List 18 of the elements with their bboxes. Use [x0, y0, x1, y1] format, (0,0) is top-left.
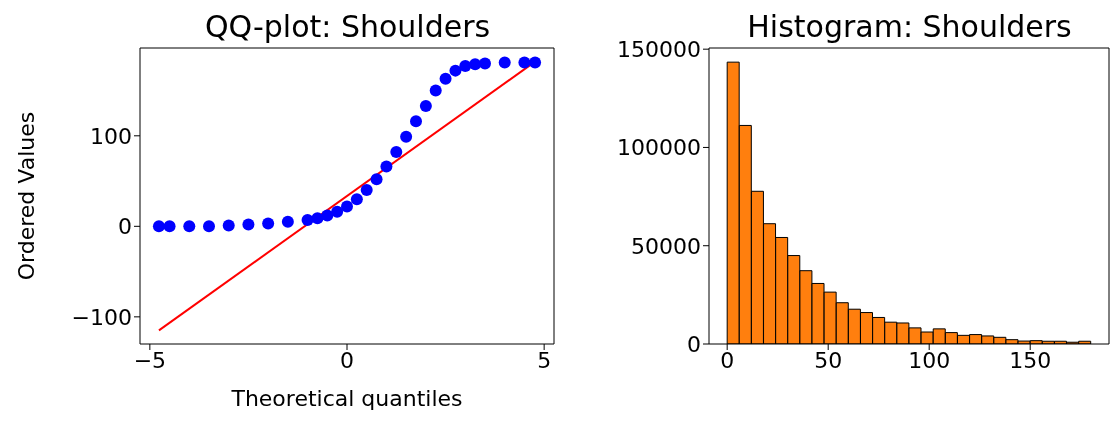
y-tick-label: 50000 — [631, 233, 701, 259]
y-axis-title: Ordered Values — [13, 111, 39, 281]
chart-title: QQ-plot: Shoulders — [203, 8, 492, 46]
x-tick-label: 50 — [814, 347, 843, 373]
y-tick-label: 100000 — [617, 135, 701, 161]
chart-title: Histogram: Shoulders — [746, 8, 1073, 46]
x-tick-label: 5 — [537, 347, 552, 373]
y-tick-label: 150000 — [617, 36, 701, 62]
x-tick-label: 100 — [908, 347, 951, 373]
y-tick-label: 0 — [118, 214, 132, 240]
x-axis-title: Theoretical quantiles — [230, 386, 463, 411]
x-tick-label: 150 — [1009, 347, 1052, 373]
x-tick-label: −5 — [133, 347, 167, 373]
x-tick-label: 0 — [340, 347, 354, 373]
x-tick-label: 0 — [720, 347, 735, 373]
y-tick-label: 0 — [687, 331, 701, 357]
y-tick-label: 100 — [90, 123, 132, 149]
y-tick-label: −100 — [71, 304, 132, 330]
